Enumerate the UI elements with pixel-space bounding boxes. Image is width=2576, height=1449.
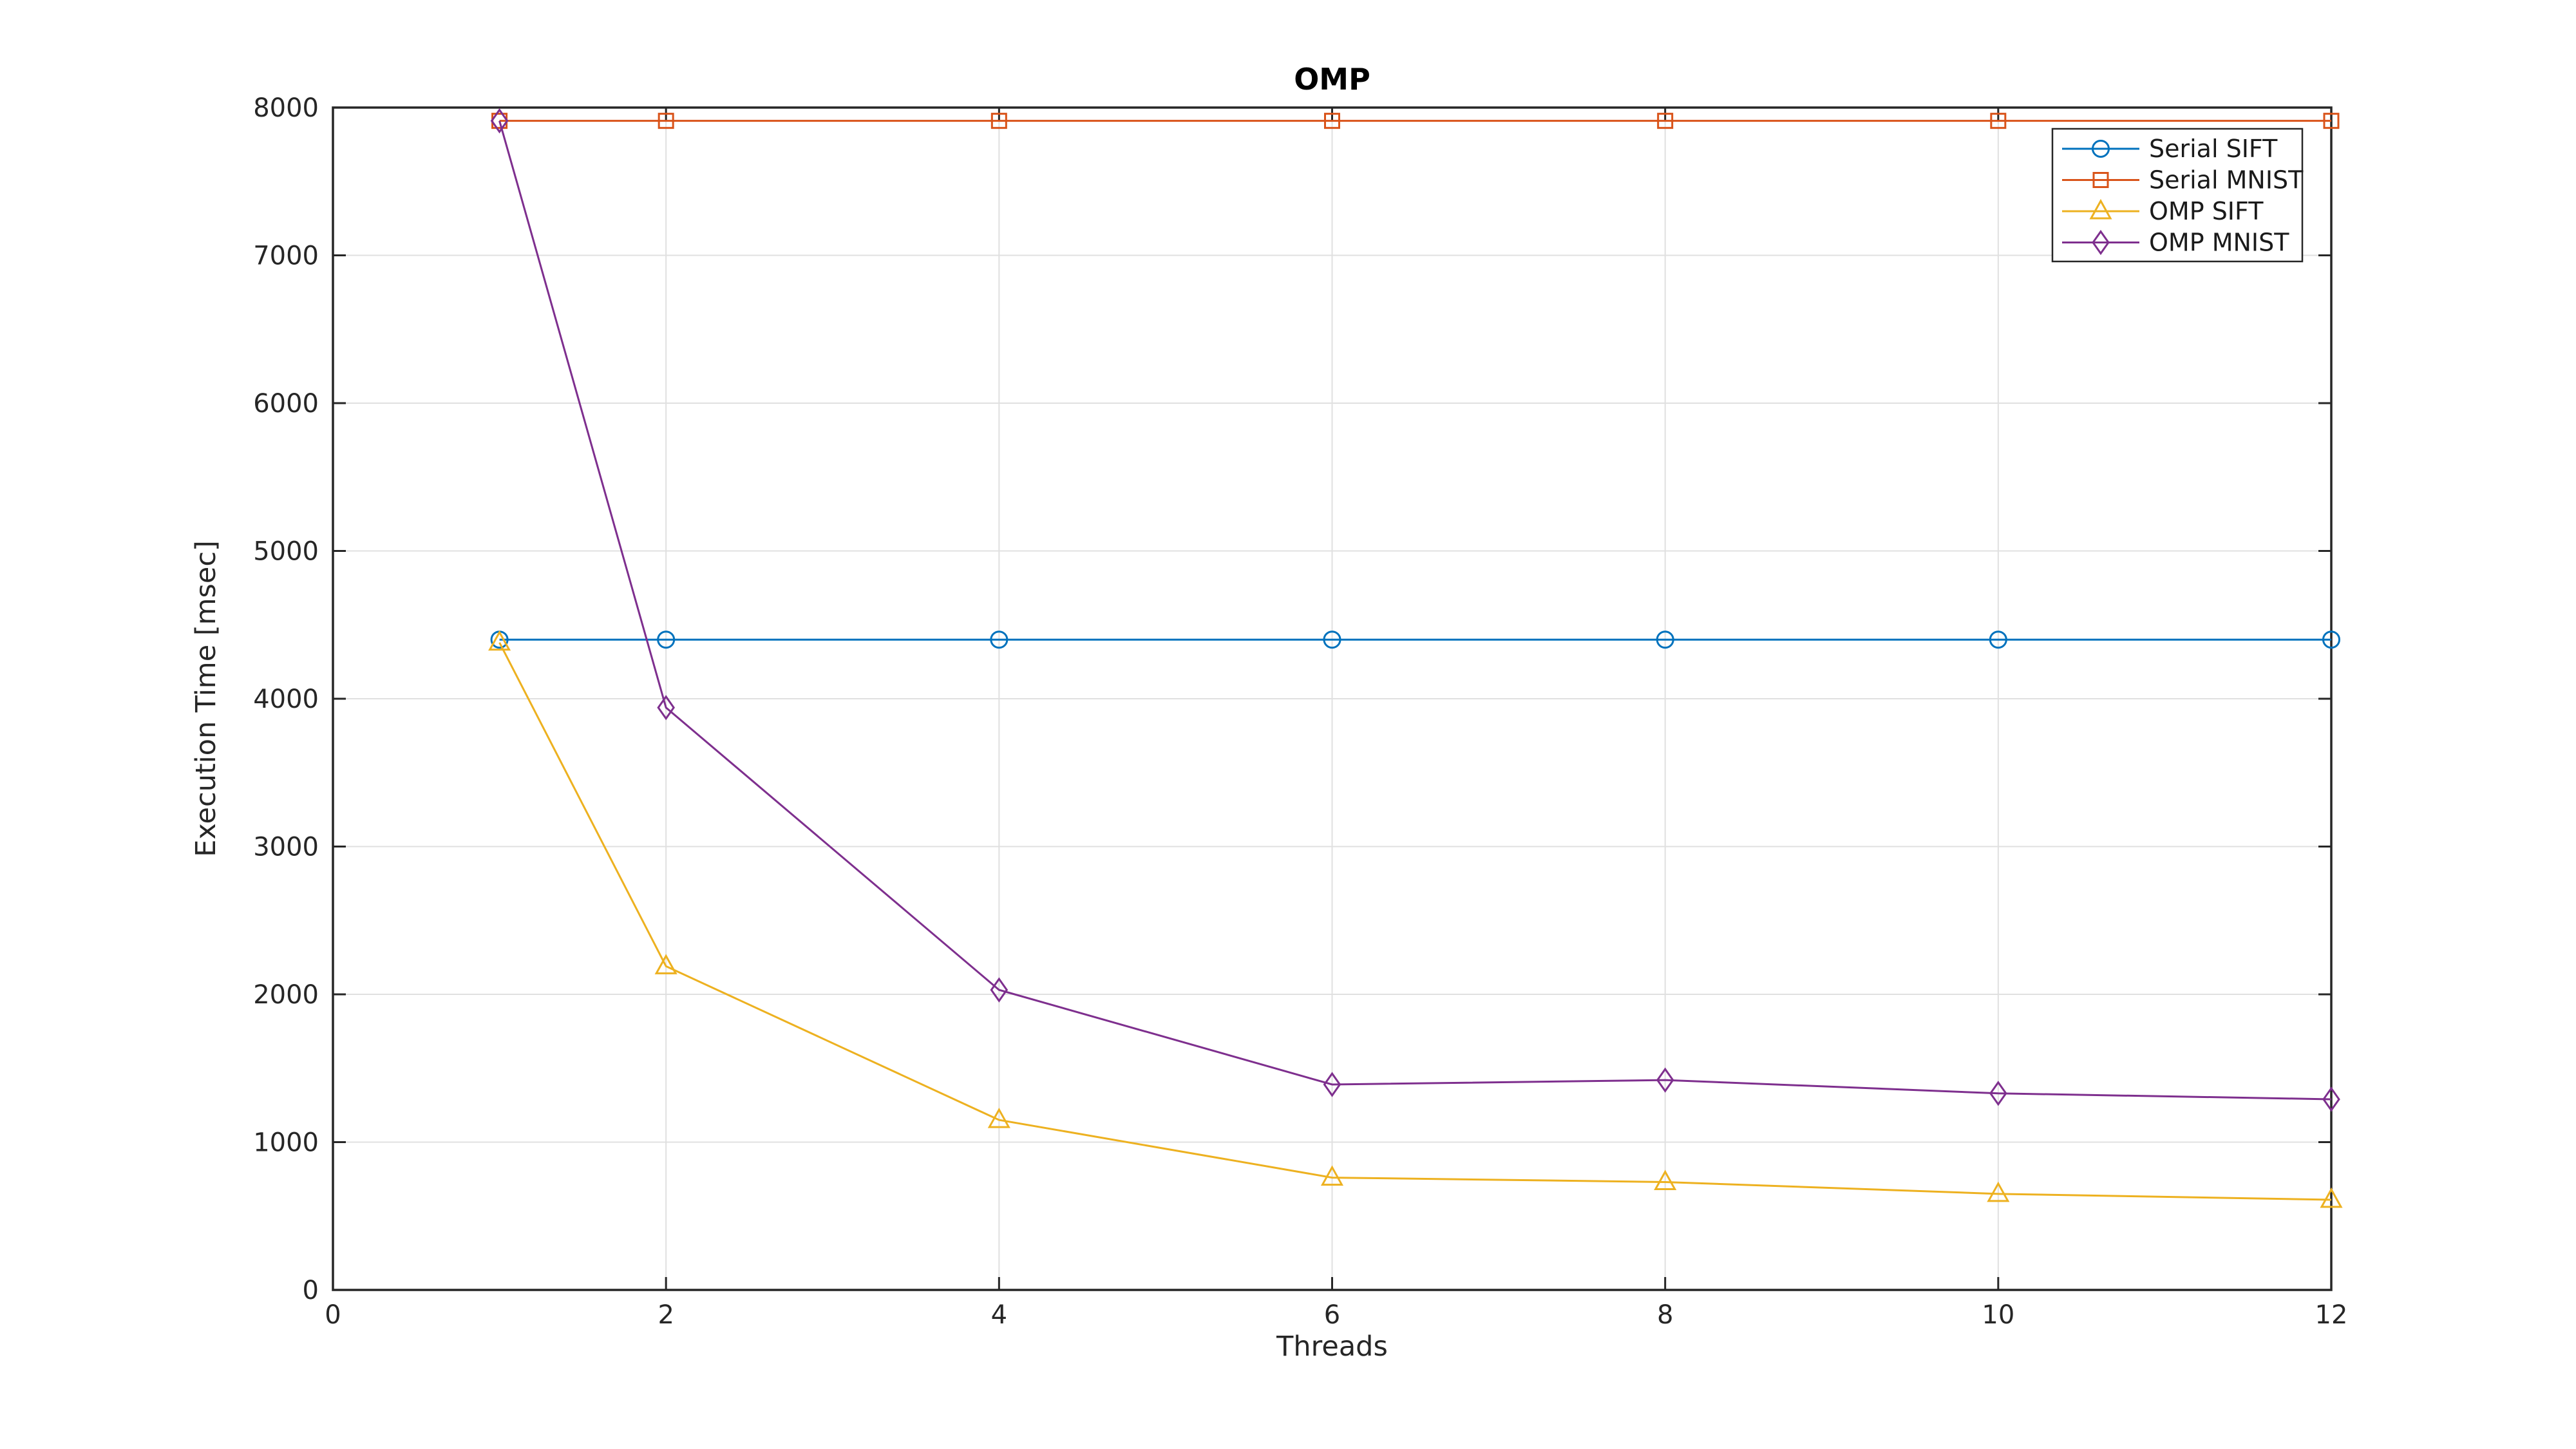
series-line-omp-sift xyxy=(498,642,2332,1201)
series-marker-serial-mnist xyxy=(658,113,674,129)
series-marker-serial-mnist xyxy=(990,113,1007,129)
x-tick-label: 6 xyxy=(1324,1300,1340,1330)
x-tick-label: 10 xyxy=(1982,1300,2014,1330)
legend-label-omp-sift: OMP SIFT xyxy=(2149,197,2264,225)
y-tick-label: 1000 xyxy=(253,1128,319,1158)
y-tick-label: 8000 xyxy=(253,93,319,123)
legend-label-serial-sift: Serial SIFT xyxy=(2149,135,2278,163)
legend-marker-serial-sift xyxy=(2092,140,2110,158)
x-tick-label: 4 xyxy=(991,1300,1007,1330)
y-tick-label: 6000 xyxy=(253,389,319,419)
series-marker-serial-mnist xyxy=(1324,113,1340,129)
series-marker-serial-sift xyxy=(657,630,676,649)
series-marker-omp-sift xyxy=(987,1107,1010,1128)
legend-marker-omp-sift xyxy=(2089,198,2112,220)
series-marker-omp-sift xyxy=(488,630,511,651)
series-marker-serial-mnist xyxy=(2323,113,2340,129)
series-marker-serial-sift xyxy=(990,630,1009,649)
series-marker-omp-mnist xyxy=(1656,1067,1674,1093)
x-tick-label: 8 xyxy=(1657,1300,1673,1330)
x-axis-label: Threads xyxy=(1276,1331,1388,1363)
legend-marker-serial-mnist xyxy=(2092,172,2109,188)
series-marker-serial-sift xyxy=(2322,630,2340,649)
y-tick-label: 3000 xyxy=(253,833,319,862)
legend-label-omp-mnist: OMP MNIST xyxy=(2149,229,2289,257)
y-tick-label: 7000 xyxy=(253,242,319,271)
series-marker-omp-mnist xyxy=(2322,1086,2340,1112)
x-tick-label: 2 xyxy=(658,1300,674,1330)
series-marker-serial-sift xyxy=(1656,630,1674,649)
y-axis-label: Execution Time [msec] xyxy=(190,540,222,857)
x-tick-label: 12 xyxy=(2315,1300,2348,1330)
legend-marker-omp-mnist xyxy=(2092,229,2110,256)
series-marker-omp-sift xyxy=(654,954,677,974)
series-marker-omp-mnist xyxy=(990,977,1009,1003)
series-marker-omp-sift xyxy=(1320,1165,1344,1186)
chart-title: OMP xyxy=(1294,62,1370,97)
series-marker-omp-sift xyxy=(1654,1170,1677,1190)
series-marker-serial-sift xyxy=(1323,630,1341,649)
series-marker-omp-sift xyxy=(1987,1181,2010,1202)
series-marker-omp-mnist xyxy=(1989,1081,2007,1106)
legend-label-serial-mnist: Serial MNIST xyxy=(2149,166,2304,194)
series-line-omp-mnist xyxy=(498,120,2332,1101)
series-marker-serial-mnist xyxy=(1657,113,1674,129)
series-marker-serial-mnist xyxy=(1990,113,2007,129)
series-marker-omp-mnist xyxy=(657,695,676,721)
y-tick-label: 2000 xyxy=(253,980,319,1010)
y-tick-label: 5000 xyxy=(253,537,319,567)
series-marker-serial-sift xyxy=(1989,630,2007,649)
series-marker-omp-sift xyxy=(2320,1187,2343,1208)
series-marker-omp-mnist xyxy=(490,108,509,134)
series-marker-omp-mnist xyxy=(1323,1072,1341,1097)
x-tick-label: 0 xyxy=(325,1300,341,1330)
y-tick-label: 4000 xyxy=(253,685,319,714)
y-tick-label: 0 xyxy=(303,1276,319,1305)
